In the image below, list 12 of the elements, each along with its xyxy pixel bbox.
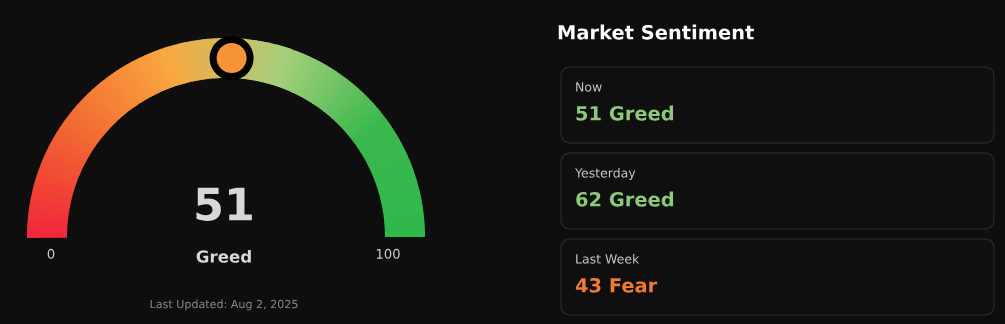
category-label: Greed: [196, 249, 251, 263]
category-label: Now: [576, 82, 602, 92]
data-label: 51: [196, 187, 252, 221]
text: Last Updated: Aug 2, 2025: [150, 299, 298, 311]
text: Market Sentiment: [558, 24, 754, 40]
text: 62 Greed: [576, 191, 674, 207]
text: 100: [376, 248, 400, 259]
category-label: Last Week: [576, 253, 640, 264]
text: 0: [47, 248, 55, 259]
text: 43 Fear: [575, 277, 658, 293]
text: 51 Greed: [576, 105, 674, 121]
category-label: Yesterday: [574, 167, 636, 181]
